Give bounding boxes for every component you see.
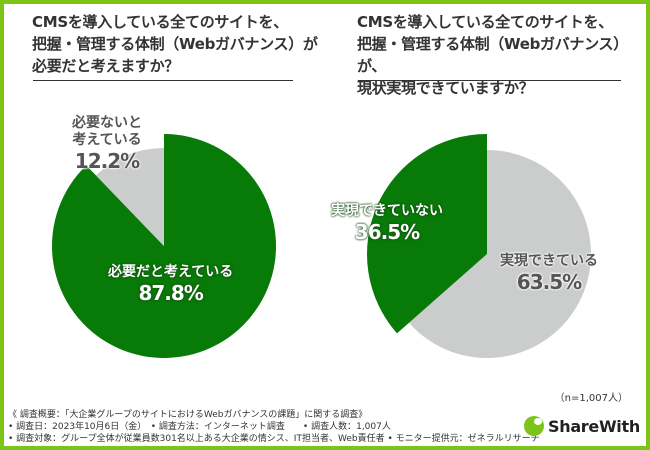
chart2-slice-2 [367, 134, 487, 334]
value-label: 63.5% [516, 270, 582, 294]
chart1-slice-2 [96, 148, 164, 246]
chart1-title: CMSを導入している全てのサイトを、 把握・管理する体制（Webガバナンス）が … [32, 11, 318, 77]
chart2-title-line: CMSを導入している全てのサイトを、 [357, 13, 613, 31]
chart1-title-line: 必要だと考えますか？ [32, 57, 180, 75]
logo-text: ShareWith [548, 416, 640, 436]
survey-notes: 《 調査概要：「大企業グループのサイトにおけるWebガバナンスの課題」に関する調… [8, 409, 540, 445]
chart1-title-rule [33, 80, 293, 81]
chart1-slice2-label: 必要ないと 考えている 12.2% [72, 115, 142, 173]
label-line: 必要ないと [72, 115, 142, 131]
chart1-slice1-label: 必要だと考えている 87.8% [108, 264, 233, 305]
label-text: 実現できている [500, 253, 598, 269]
chart2-title-line: 現状実現できていますか？ [357, 79, 534, 97]
chart2-title: CMSを導入している全てのサイトを、 把握・管理する体制（Webガバナンス）が、… [357, 11, 650, 99]
note-line: • 調査日：2023年10月6日（金） • 調査方法：インターネット調査 • 調… [8, 422, 391, 432]
value-label: 87.8% [138, 281, 203, 305]
sharewith-logo: ShareWith [524, 416, 640, 436]
chart1-title-line: CMSを導入している全てのサイトを、 [32, 13, 288, 31]
chart2-title-line: 把握・管理する体制（Webガバナンス）が、 [357, 35, 628, 75]
label-text: 必要だと考えている [108, 264, 234, 280]
chart1-title-line: 把握・管理する体制（Webガバナンス）が [32, 35, 318, 53]
sample-size: （n=1,007人） [554, 393, 628, 404]
logo-mark-icon [524, 416, 544, 436]
label-line: 考えている [72, 132, 142, 148]
chart2-title-rule [358, 80, 621, 81]
chart2-slice1-label: 実現できている 63.5% [500, 253, 598, 294]
label-text: 実現できていない [331, 203, 443, 219]
value-label: 36.5% [354, 220, 420, 244]
note-line: 《 調査概要：「大企業グループのサイトにおけるWebガバナンスの課題」に関する調… [8, 410, 368, 420]
chart2-slice-1 [408, 150, 591, 358]
chart2-slice2-label: 実現できていない 36.5% [331, 203, 443, 244]
value-label: 12.2% [74, 149, 140, 173]
note-line: • 調査対象：グループ全体が従業員数301名以上ある大企業の情シス、IT担当者、… [8, 434, 540, 444]
